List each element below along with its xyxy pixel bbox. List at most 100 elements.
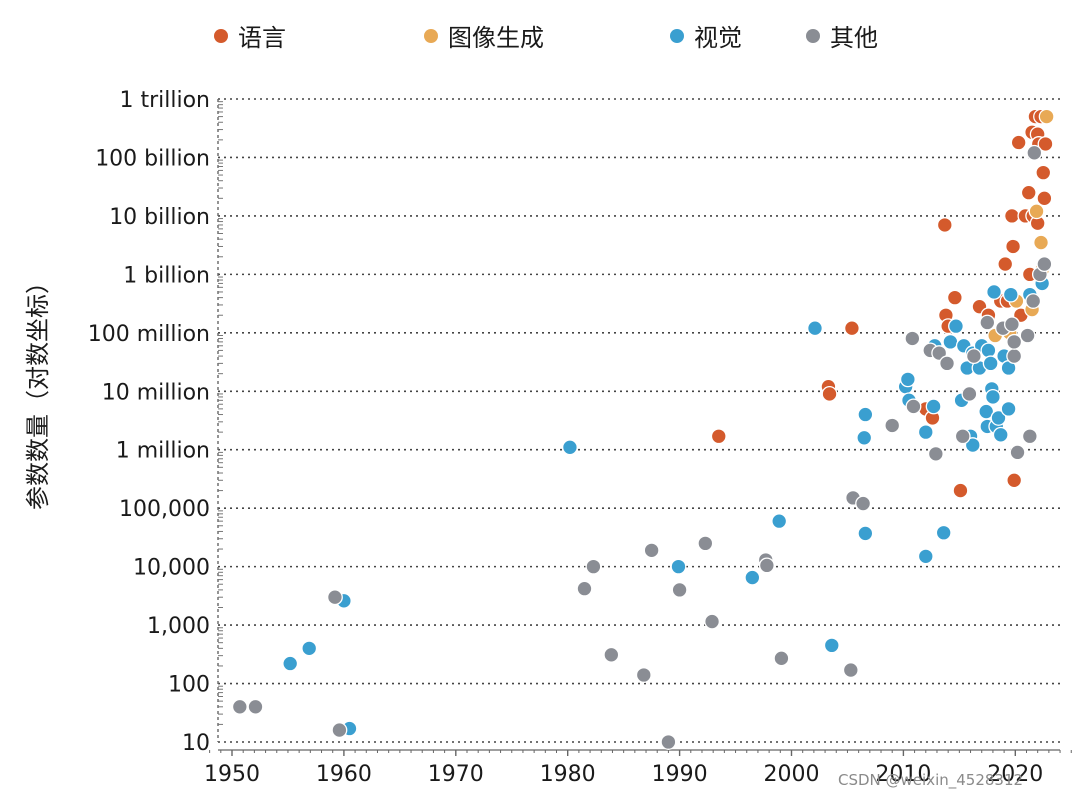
data-point (899, 371, 916, 388)
data-point (964, 437, 981, 454)
y-tick-label: 10 billion (109, 205, 210, 230)
data-point (771, 513, 788, 530)
axes: 10 100 1,000 10,000 100,000 1 million 10 milli… (88, 88, 1072, 787)
data-point (1033, 234, 1049, 251)
data-point (1000, 400, 1017, 417)
data-point (986, 284, 1002, 300)
legend-label: 其他 (830, 24, 878, 52)
data-point (744, 569, 761, 586)
data-points (231, 108, 1055, 750)
x-tick-label: 1980 (540, 762, 596, 787)
data-point (1003, 207, 1020, 224)
data-point (231, 698, 248, 715)
data-point (856, 429, 873, 446)
grid-lines (218, 98, 1060, 743)
data-point (1037, 136, 1054, 152)
data-point (980, 342, 997, 359)
data-point (331, 722, 348, 739)
data-point (857, 525, 874, 542)
y-tick-label: 1 trillion (119, 88, 210, 113)
y-tick-label: 10 (182, 731, 210, 756)
data-point (585, 558, 602, 575)
data-point (1005, 238, 1022, 255)
data-point (561, 439, 578, 456)
y-tick-label: 1,000 (147, 614, 210, 639)
data-point (1036, 256, 1053, 273)
data-point (1019, 327, 1036, 344)
data-point (1009, 444, 1026, 461)
data-point (1006, 333, 1023, 350)
data-point (917, 424, 934, 441)
data-point (1006, 348, 1023, 365)
data-point (925, 398, 942, 415)
data-point (905, 398, 922, 415)
data-point (946, 289, 963, 306)
data-point (326, 589, 343, 606)
data-point (671, 581, 688, 598)
legend-item: 图像生成 (424, 18, 544, 53)
data-point (773, 650, 790, 667)
x-tick-label: 2010 (875, 762, 931, 787)
data-point (942, 333, 959, 350)
data-point (635, 667, 652, 683)
legend-dot-icon (806, 28, 820, 43)
data-point (643, 542, 660, 559)
data-point (843, 320, 860, 337)
data-point (710, 428, 727, 445)
legend-label: 图像生成 (448, 24, 544, 52)
data-point (954, 428, 971, 445)
data-point (997, 256, 1014, 273)
data-point (1010, 134, 1027, 151)
data-point (670, 558, 687, 575)
data-point (1021, 428, 1038, 445)
data-point (855, 495, 872, 512)
data-point (576, 580, 593, 597)
x-tick-label: 1990 (652, 762, 708, 787)
data-point (660, 734, 677, 750)
legend-item: 视觉 (670, 18, 742, 53)
data-point (1006, 472, 1023, 489)
data-point (979, 314, 996, 331)
y-tick-label: 100 billion (95, 146, 210, 171)
data-point (935, 524, 952, 541)
y-tick-label: 100 million (88, 322, 210, 347)
x-tick-label: 2020 (987, 762, 1043, 787)
data-point (823, 637, 840, 654)
y-tick-label: 1 million (116, 439, 210, 464)
data-point (807, 320, 823, 337)
data-point (1026, 144, 1043, 161)
y-tick-label: 10 million (102, 380, 210, 405)
data-point (961, 385, 978, 402)
data-point (982, 355, 999, 372)
data-point (1025, 293, 1042, 309)
data-point (1028, 203, 1045, 220)
legend-label: 视觉 (694, 24, 742, 52)
series-4 (231, 144, 1053, 750)
watermark: CSDN @weixin_4528312 (838, 771, 1024, 789)
data-point (992, 426, 1009, 443)
data-point (952, 482, 969, 499)
data-point (1002, 286, 1019, 303)
data-point (927, 445, 944, 462)
data-point (821, 385, 838, 402)
data-point (904, 330, 921, 347)
data-point (936, 217, 953, 233)
data-point (1036, 190, 1053, 207)
y-tick-label: 100 (168, 673, 210, 698)
data-point (282, 655, 299, 672)
data-point (1035, 164, 1052, 181)
legend-dot-icon (214, 28, 228, 43)
data-point (990, 409, 1007, 426)
x-tick-label: 1960 (316, 762, 372, 787)
legend-item: 语言 (214, 18, 286, 53)
data-point (842, 662, 859, 679)
data-point (697, 535, 714, 552)
y-tick-label: 1 billion (123, 263, 210, 288)
legend-label: 语言 (238, 24, 286, 52)
data-point (758, 557, 775, 574)
x-tick-label: 2000 (764, 762, 820, 787)
data-point (965, 348, 982, 365)
x-tick-label: 1970 (428, 762, 484, 787)
data-point (1003, 316, 1020, 333)
data-point (857, 406, 874, 423)
